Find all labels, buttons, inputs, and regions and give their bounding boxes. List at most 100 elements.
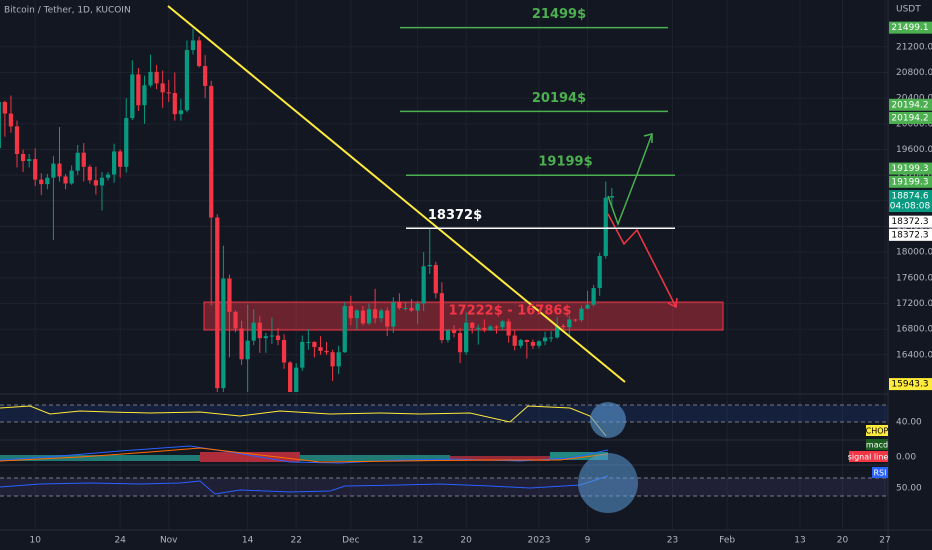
candle-body: [567, 319, 572, 328]
y-tick-label: 19200.0: [896, 171, 932, 181]
price-tag-label: 21499.1: [891, 23, 928, 33]
x-tick-label: 20: [837, 536, 849, 546]
candle-body: [51, 163, 56, 178]
candle-body: [27, 159, 32, 162]
price-tag: [889, 228, 932, 241]
x-tick-label: 9: [585, 536, 591, 546]
candle-body: [366, 309, 372, 324]
candle-body: [585, 304, 590, 309]
candle-body: [239, 328, 244, 360]
candle-body: [536, 341, 542, 346]
candle-body: [385, 310, 390, 327]
candle-body: [555, 325, 560, 338]
candle-body: [203, 66, 208, 86]
grid: [0, 0, 888, 530]
candle-body: [342, 306, 347, 353]
candle-body: [142, 85, 147, 106]
candle-body: [470, 322, 475, 328]
candle-body: [336, 352, 341, 367]
price-tag-label: 19199.3: [891, 164, 928, 174]
candle-body: [573, 319, 578, 321]
candle-body: [439, 293, 444, 341]
candle-body: [93, 180, 99, 186]
y-tick-label: 20800.0: [896, 68, 932, 78]
candle-body: [75, 152, 80, 171]
zone: [203, 301, 724, 331]
candle-body: [579, 308, 584, 321]
candle-body: [494, 326, 499, 328]
candle-body: [391, 302, 396, 327]
x-tick-label: 22: [290, 536, 301, 546]
candle-body: [457, 332, 463, 353]
candle-body: [184, 50, 190, 111]
trend-line: [167, 5, 626, 383]
candle-body: [281, 340, 287, 363]
y-tick-label: 16800.0: [896, 325, 932, 335]
candle-body: [81, 152, 86, 167]
candle-body: [330, 352, 335, 367]
macd-tag: [866, 439, 888, 450]
price-tag-label: 15943.3: [891, 380, 928, 390]
candle-body: [263, 336, 268, 339]
candle-body: [500, 321, 505, 328]
candle-body: [464, 322, 469, 353]
chop-line: [0, 405, 607, 437]
price-tag-label: 18372.3: [891, 230, 928, 240]
level-label: 20194$: [532, 91, 586, 106]
x-tick-label: 27: [879, 536, 890, 546]
candle-body: [99, 177, 105, 186]
candle-body: [603, 197, 608, 256]
price-tag: [889, 378, 932, 391]
y-tick-label: 16400.0: [896, 350, 932, 360]
macd-label: macd: [866, 441, 888, 450]
price-tag: [889, 21, 932, 34]
x-tick-label: 24: [114, 536, 126, 546]
candle-body: [269, 335, 275, 337]
candle-body: [14, 126, 20, 154]
chop-axis-label: 40.00: [896, 418, 922, 428]
candle-body: [130, 74, 135, 119]
currency: USDT: [896, 5, 921, 15]
candle-body: [476, 327, 481, 329]
candle-body: [245, 340, 250, 360]
price-tag: [889, 111, 932, 124]
candle-body: [63, 176, 68, 184]
price-tag-label: 19199.3: [891, 177, 928, 187]
candle-body: [166, 92, 171, 94]
candle-body: [209, 85, 214, 218]
candle-body: [433, 264, 438, 294]
price-tag-label: 18874.6: [891, 192, 928, 202]
x-tick-label: Dec: [342, 536, 359, 546]
candle-body: [542, 337, 548, 342]
highlight-circle: [590, 402, 626, 438]
candle-body: [148, 71, 153, 86]
candle-body: [136, 74, 141, 106]
candle-body: [360, 310, 366, 324]
symbol: Bitcoin / Tether, 1D, KUCOIN: [4, 6, 131, 16]
zone-label: 17222$ - 16786$: [449, 304, 572, 319]
candle-body: [482, 327, 487, 331]
price-tag-label: 20194.2: [891, 113, 928, 123]
rsi-label: RSI: [874, 469, 887, 478]
candle-body: [118, 151, 123, 167]
candle-body: [288, 362, 293, 392]
candle-body: [561, 325, 566, 328]
candle-body: [403, 307, 408, 309]
candle-body: [354, 310, 360, 319]
x-tick-label: 20: [460, 536, 472, 546]
x-tick-label: 12: [412, 536, 423, 546]
candle-body: [124, 118, 129, 167]
candle-body: [300, 341, 305, 368]
candle-body: [69, 170, 74, 184]
candle-body: [312, 341, 317, 348]
candle-body: [227, 278, 232, 312]
candle-body: [524, 340, 529, 342]
candle-body: [427, 264, 432, 267]
candle-body: [257, 322, 262, 339]
bull-arrow-head: [643, 133, 653, 143]
countdown: 04:08:08: [890, 202, 931, 212]
candle-body: [415, 303, 420, 311]
candle-body: [348, 306, 353, 319]
candle-body: [488, 326, 493, 331]
